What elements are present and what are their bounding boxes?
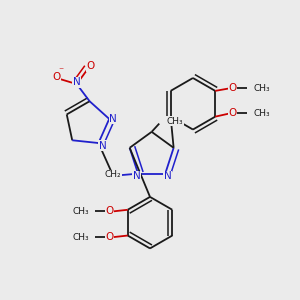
Text: CH₂: CH₂ <box>105 170 121 179</box>
Text: N: N <box>133 171 140 181</box>
Text: CH₃: CH₃ <box>72 207 89 216</box>
Text: CH₃: CH₃ <box>253 84 270 93</box>
Text: O: O <box>229 83 237 93</box>
Text: ⁻: ⁻ <box>58 67 63 76</box>
Text: N: N <box>109 114 117 124</box>
Text: CH₃: CH₃ <box>253 109 270 118</box>
Text: CH₃: CH₃ <box>167 117 184 126</box>
Text: N: N <box>73 77 81 87</box>
Text: O: O <box>87 61 95 71</box>
Text: N: N <box>99 141 106 151</box>
Text: CH₃: CH₃ <box>72 233 89 242</box>
Text: O: O <box>105 232 114 242</box>
Text: N: N <box>164 171 172 181</box>
Text: O: O <box>105 206 114 216</box>
Text: O: O <box>229 108 237 118</box>
Text: O: O <box>52 73 60 82</box>
